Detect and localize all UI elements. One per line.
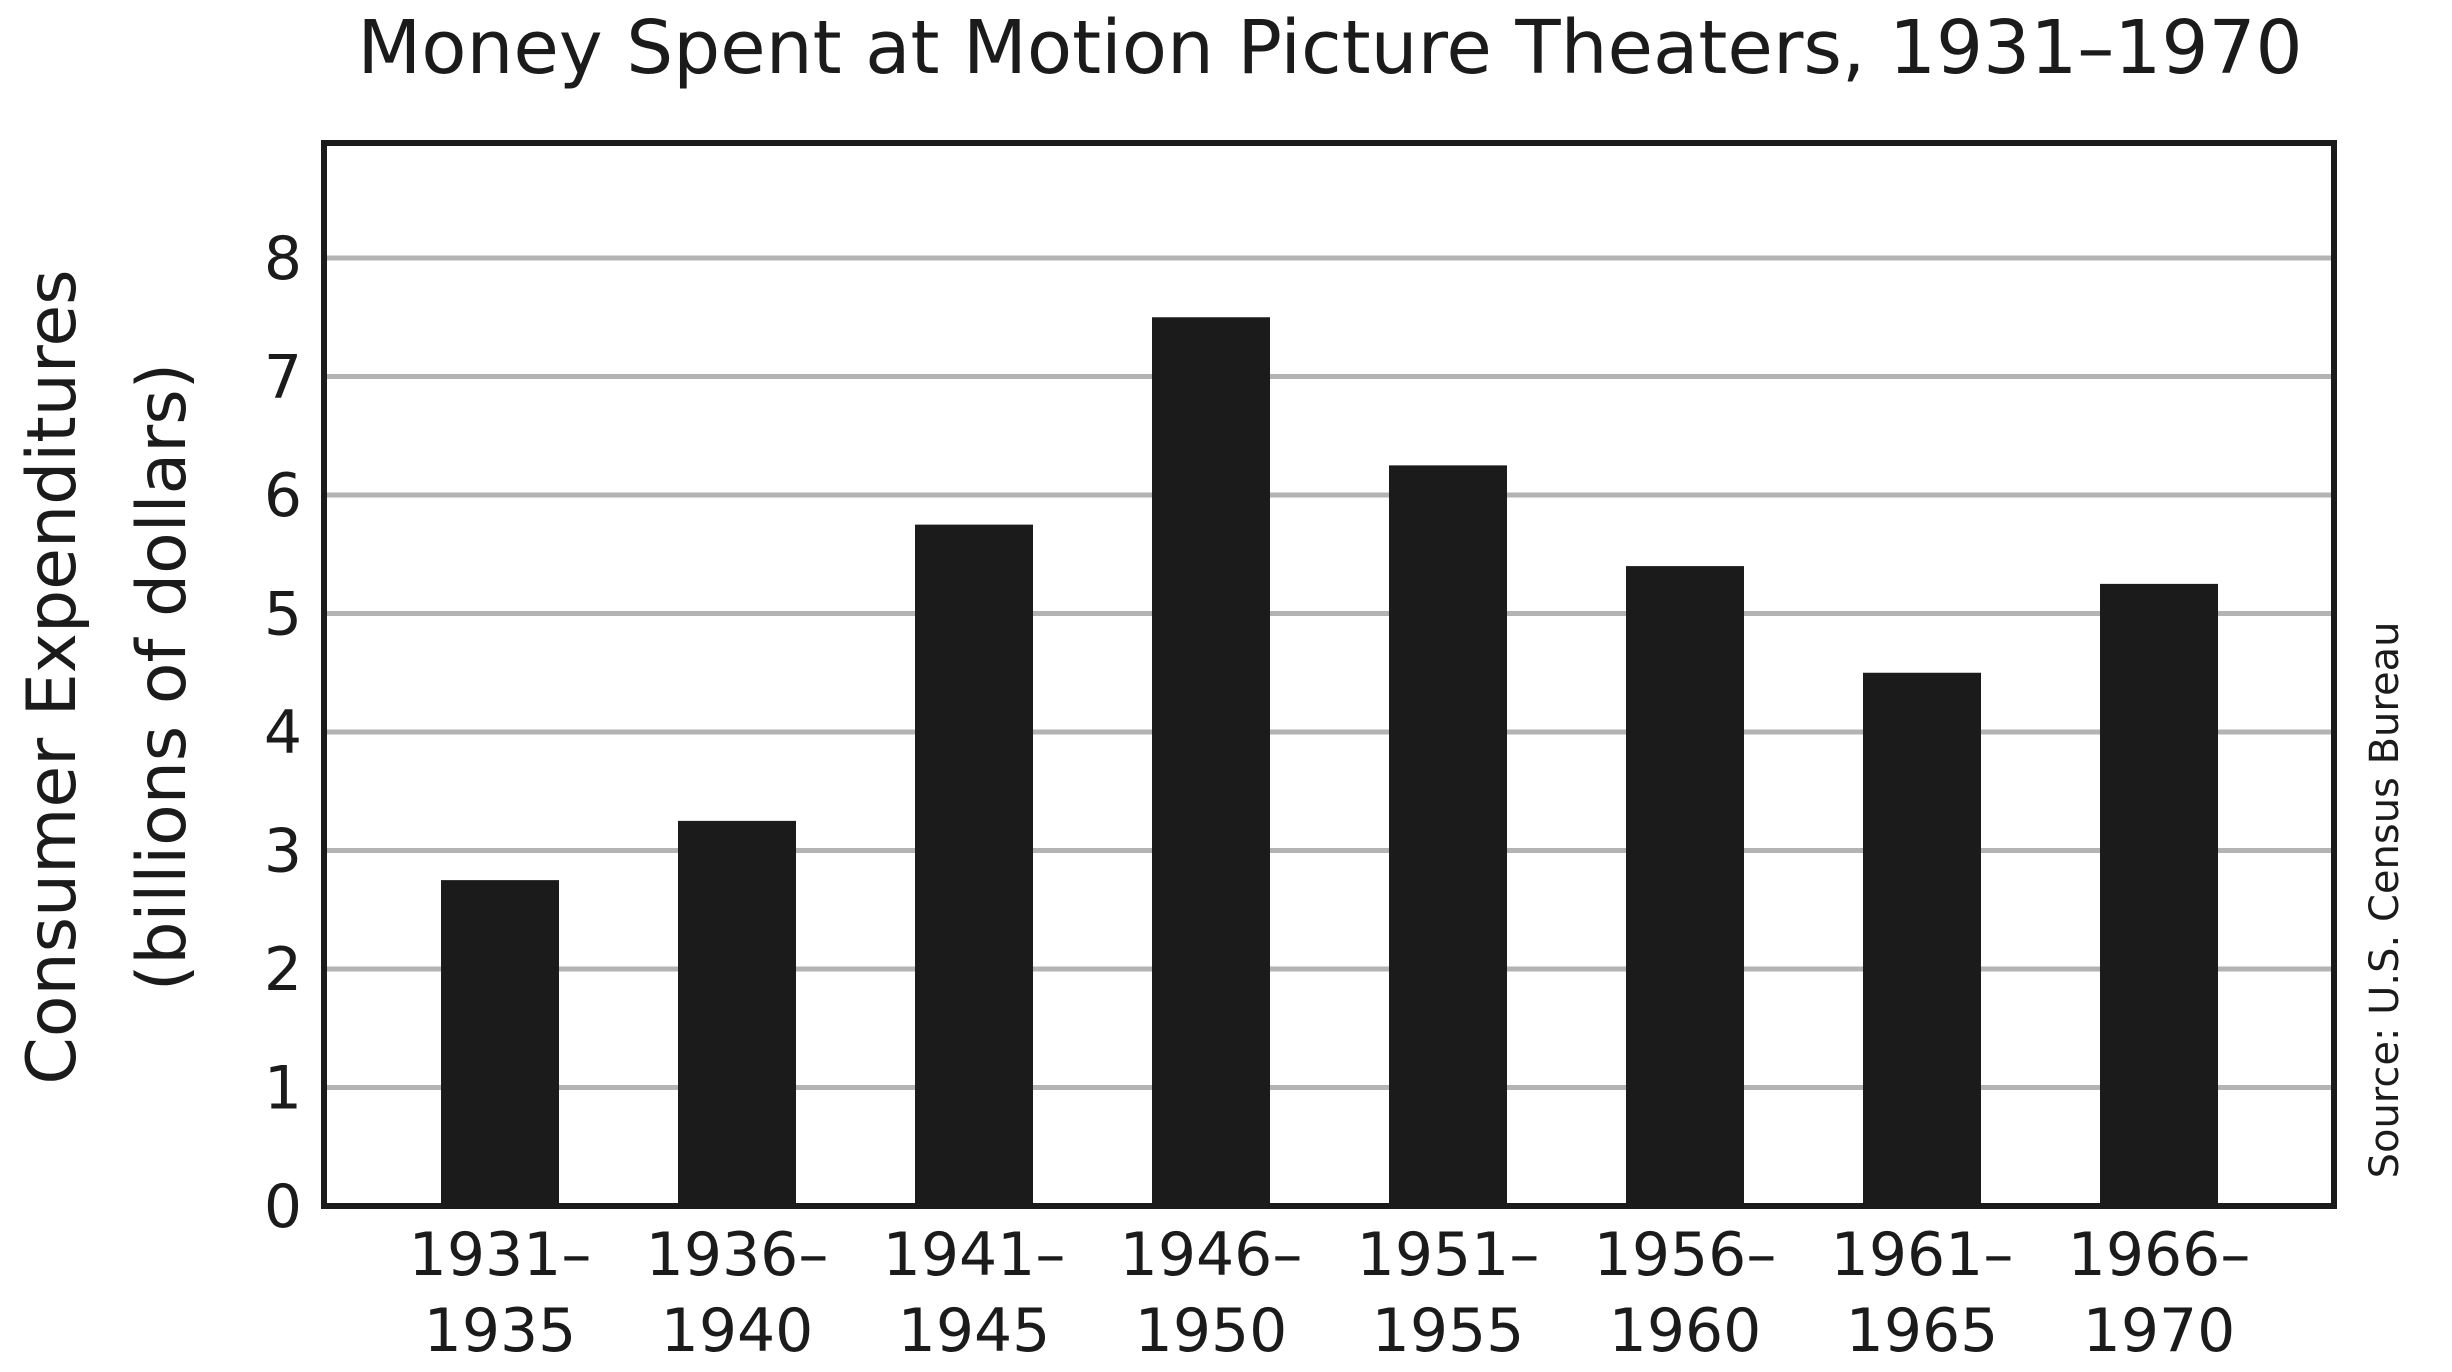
bar-4 <box>1152 317 1270 1206</box>
x-tick-label-7-line-1: 1961– <box>1831 1220 2014 1290</box>
source-note: Source: U.S. Census Bureau <box>2362 622 2408 1179</box>
plot-frame <box>321 140 2337 1209</box>
y-tick-label-0: 0 <box>264 1172 302 1242</box>
x-tick-label-3-line-2: 1945 <box>898 1296 1051 1366</box>
bar-6 <box>1626 566 1744 1206</box>
bar-3 <box>915 524 1033 1206</box>
x-tick-label-7: 1961– 1965 <box>1831 1220 2014 1366</box>
x-tick-label-6-line-2: 1960 <box>1609 1296 1762 1366</box>
x-tick-label-4: 1946– 1950 <box>1120 1220 1303 1366</box>
bar-1 <box>441 880 559 1206</box>
x-tick-label-5-line-2: 1955 <box>1372 1296 1525 1366</box>
bar-2 <box>678 820 796 1206</box>
x-tick-label-2: 1936– 1940 <box>646 1220 829 1366</box>
x-axis-ticks: 1931– 1935 1936– 1940 1941– 1945 1946– 1950 1951… <box>409 1220 2251 1366</box>
x-tick-label-4-line-1: 1946– <box>1120 1220 1303 1290</box>
gridlines <box>324 255 2334 1090</box>
y-tick-label-1: 1 <box>264 1054 302 1124</box>
bar-8 <box>2100 583 2218 1206</box>
bar-7 <box>1863 672 1981 1206</box>
x-tick-label-2-line-1: 1936– <box>646 1220 829 1290</box>
x-tick-label-7-line-2: 1965 <box>1846 1296 1999 1366</box>
x-tick-label-5-line-1: 1951– <box>1357 1220 1540 1290</box>
x-tick-label-1: 1931– 1935 <box>409 1220 592 1366</box>
x-tick-label-1-line-1: 1931– <box>409 1220 592 1290</box>
x-tick-label-4-line-2: 1950 <box>1135 1296 1288 1366</box>
y-axis-ticks: 0 1 2 3 4 5 6 7 8 <box>264 224 302 1242</box>
x-tick-label-2-line-2: 1940 <box>661 1296 814 1366</box>
y-tick-label-3: 3 <box>264 817 302 887</box>
x-tick-label-6: 1956– 1960 <box>1594 1220 1777 1366</box>
y-tick-label-4: 4 <box>264 698 302 768</box>
y-axis-label-line-2: (billions of dollars) <box>123 363 202 991</box>
x-tick-label-6-line-1: 1956– <box>1594 1220 1777 1290</box>
x-tick-label-5: 1951– 1955 <box>1357 1220 1540 1366</box>
bar-5 <box>1389 465 1507 1206</box>
y-tick-label-2: 2 <box>264 935 302 1005</box>
x-tick-label-3: 1941– 1945 <box>883 1220 1066 1366</box>
y-axis-label: Consumer Expenditures (billions of dolla… <box>13 269 202 1084</box>
x-tick-label-3-line-1: 1941– <box>883 1220 1066 1290</box>
y-tick-label-7: 7 <box>264 343 302 413</box>
x-tick-label-8: 1966– 1970 <box>2068 1220 2251 1366</box>
y-tick-label-6: 6 <box>264 461 302 531</box>
chart-title: Money Spent at Motion Picture Theaters, … <box>357 5 2302 91</box>
bars <box>441 317 2218 1206</box>
y-tick-label-5: 5 <box>264 580 302 650</box>
x-tick-label-8-line-1: 1966– <box>2068 1220 2251 1290</box>
x-tick-label-1-line-2: 1935 <box>424 1296 577 1366</box>
x-tick-label-8-line-2: 1970 <box>2083 1296 2236 1366</box>
y-axis-label-line-1: Consumer Expenditures <box>13 269 92 1084</box>
y-tick-label-8: 8 <box>264 224 302 294</box>
